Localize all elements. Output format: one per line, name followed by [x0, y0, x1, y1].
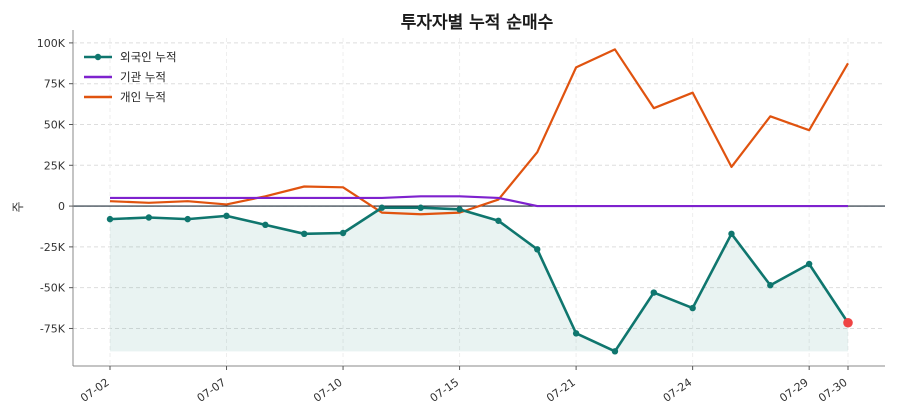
series-point-marker [534, 246, 541, 253]
series-point-marker [378, 204, 386, 211]
series-point-marker [417, 204, 424, 211]
series-point-marker [184, 215, 191, 223]
y-tick-label: 50K [44, 118, 66, 131]
x-tick-label: 07-15 [428, 376, 462, 405]
series-line-0 [109, 206, 850, 353]
series-point-marker [572, 330, 580, 337]
series-point-marker [611, 348, 619, 355]
x-tick-label: 07-21 [544, 376, 578, 405]
y-tick-label: 25K [44, 159, 66, 172]
series-point-marker [456, 206, 463, 213]
legend-label: 기관 누적 [120, 70, 166, 84]
area-fill-layer [110, 207, 848, 352]
x-tick-label: 07-10 [311, 376, 345, 405]
x-tick-label: 07-30 [816, 376, 850, 405]
series-point-marker [223, 212, 230, 220]
series-line-1 [110, 195, 848, 208]
series-point-marker [805, 260, 813, 268]
series-point-marker [145, 214, 153, 221]
series-point-marker [262, 221, 269, 229]
y-tick-label: -25K [40, 241, 66, 254]
last-point-marker [843, 317, 853, 328]
y-axis-label: 주 [11, 201, 25, 212]
series-area-fill [110, 207, 848, 352]
series-point-marker [689, 304, 696, 312]
series-point-marker [650, 289, 657, 296]
x-tick-label: 07-02 [78, 376, 112, 405]
series-line-2 [109, 48, 849, 216]
chart-title: 투자자별 누적 순매수 [401, 13, 554, 33]
y-tick-label: 75K [44, 78, 66, 91]
y-tick-label: 0 [58, 200, 65, 213]
x-tick-label: 07-07 [195, 376, 229, 405]
series-point-marker [767, 282, 774, 289]
legend-label: 외국인 누적 [120, 50, 177, 64]
y-tick-label: -75K [40, 322, 66, 335]
series-point-marker [728, 230, 735, 238]
x-axis-ticks: 07-02 07-07 07-10 07-15 07-21 07-24 07-29 07-30 [78, 366, 850, 405]
series-point-marker [106, 215, 114, 223]
x-tick-label: 07-29 [777, 376, 811, 405]
series-point-marker [495, 217, 502, 224]
legend-marker [94, 53, 102, 61]
y-tick-label: -50K [40, 282, 66, 295]
legend-label: 개인 누적 [120, 90, 166, 104]
y-tick-label: 100K [37, 37, 66, 50]
series-point-marker [301, 230, 308, 238]
series-layer [106, 48, 853, 355]
y-axis-ticks: 100K 75K 50K 25K 0 -25K -50K -75K [37, 37, 73, 335]
series-point-marker [339, 229, 347, 237]
x-tick-label: 07-24 [661, 376, 695, 405]
axes [72, 30, 885, 367]
